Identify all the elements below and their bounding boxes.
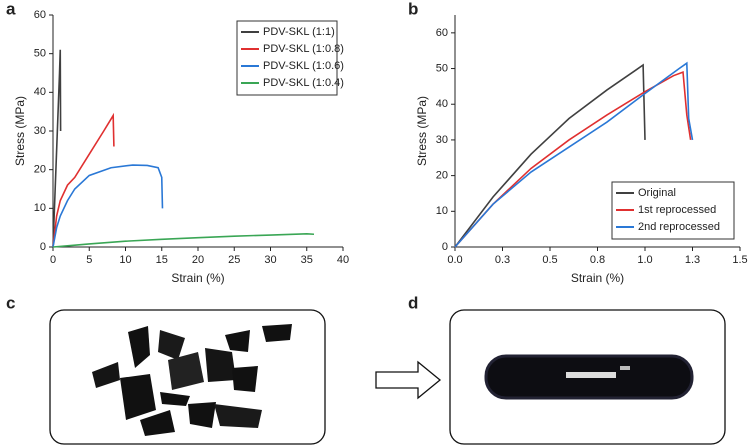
legend-box [236, 20, 338, 96]
x-tick-label: 1.3 [685, 254, 700, 266]
x-tick-label: 1.0 [637, 254, 652, 266]
line [52, 233, 315, 248]
y-axis-title: Stress (MPa) [13, 96, 27, 166]
panel-label: c [6, 293, 15, 312]
line [454, 63, 646, 248]
y-tick-label: 10 [34, 202, 46, 214]
legend-label: Original [638, 187, 676, 199]
x-tick-label: 0.0 [447, 254, 462, 266]
y-tick-label: 30 [34, 125, 46, 137]
x-tick-label: 5 [86, 254, 92, 266]
y-tick-label: 30 [436, 134, 448, 146]
x-tick-label: 35 [301, 254, 313, 266]
x-tick-label: 0.3 [495, 254, 510, 266]
legend-label: 1st reprocessed [638, 204, 716, 216]
y-axis-title: Stress (MPa) [415, 96, 429, 166]
legend-label: PDV-SKL (1:0.4) [263, 77, 344, 89]
photo-c [49, 309, 326, 445]
line [454, 61, 694, 248]
y-tick-label: 0 [40, 241, 46, 253]
y-tick-label: 10 [436, 205, 448, 217]
x-tick-label: 10 [119, 254, 131, 266]
y-tick-label: 50 [34, 48, 46, 60]
y-tick-label: 20 [34, 164, 46, 176]
x-axis-title: Strain (%) [171, 271, 224, 285]
x-tick-label: 15 [156, 254, 168, 266]
legend-label: PDV-SKL (1:1) [263, 26, 335, 38]
x-tick-label: 1.5 [732, 254, 747, 266]
panel-label: b [408, 0, 418, 18]
x-tick-label: 30 [264, 254, 276, 266]
panel-label: d [408, 293, 418, 312]
legend-label: PDV-SKL (1:0.8) [263, 43, 344, 55]
x-axis-title: Strain (%) [571, 271, 624, 285]
line [454, 70, 692, 248]
y-tick-label: 40 [436, 98, 448, 110]
x-tick-label: 40 [337, 254, 349, 266]
arrow [375, 360, 442, 400]
photo-d [449, 309, 726, 445]
x-tick-label: 0.5 [542, 254, 557, 266]
y-tick-label: 20 [436, 170, 448, 182]
y-tick-label: 60 [34, 9, 46, 21]
y-tick-label: 60 [436, 27, 448, 39]
x-tick-label: 0 [50, 254, 56, 266]
y-tick-label: 0 [442, 241, 448, 253]
x-tick-label: 20 [192, 254, 204, 266]
legend-label: 2nd reprocessed [638, 221, 720, 233]
line [52, 164, 164, 248]
line [52, 49, 62, 248]
y-tick-label: 40 [34, 86, 46, 98]
panel-label: a [6, 0, 16, 18]
x-tick-label: 0.8 [590, 254, 605, 266]
y-tick-label: 50 [436, 62, 448, 74]
line [52, 112, 115, 248]
legend-label: PDV-SKL (1:0.6) [263, 60, 344, 72]
x-tick-label: 25 [228, 254, 240, 266]
